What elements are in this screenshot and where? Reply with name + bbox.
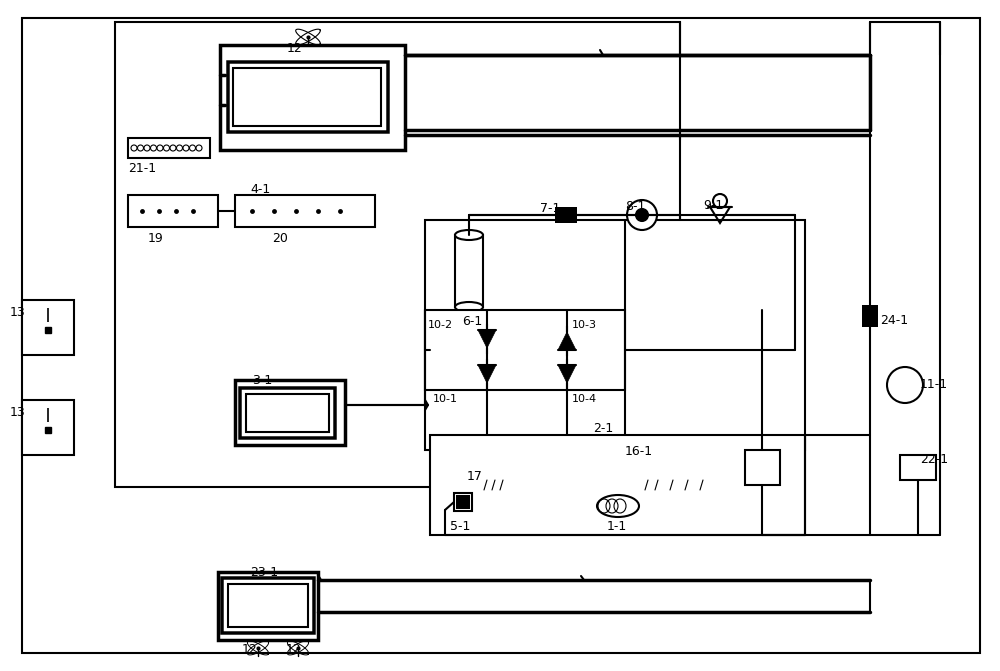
Bar (900, 455, 936, 480)
FancyBboxPatch shape (246, 394, 329, 432)
FancyBboxPatch shape (240, 388, 335, 438)
Text: 7-1: 7-1 (540, 202, 560, 215)
FancyBboxPatch shape (233, 68, 381, 126)
Circle shape (887, 367, 923, 403)
Text: 20: 20 (272, 232, 288, 245)
Bar (862, 305, 878, 327)
Text: 10-2: 10-2 (428, 320, 453, 330)
Bar (425, 310, 625, 390)
FancyBboxPatch shape (228, 584, 308, 627)
Bar (745, 450, 780, 485)
Bar (430, 435, 805, 535)
Bar (115, 22, 680, 487)
Text: 21-1: 21-1 (128, 162, 156, 175)
Text: 13: 13 (10, 406, 26, 419)
Text: 17: 17 (467, 470, 483, 483)
Bar (555, 207, 577, 223)
Polygon shape (558, 332, 576, 350)
Text: 11-1: 11-1 (920, 378, 948, 391)
Circle shape (713, 194, 727, 208)
Bar (235, 195, 375, 227)
Bar (425, 220, 805, 450)
Text: 3-1: 3-1 (252, 374, 272, 387)
Text: 12: 12 (242, 643, 258, 656)
Ellipse shape (455, 302, 483, 312)
FancyBboxPatch shape (222, 578, 314, 633)
Text: 19: 19 (148, 232, 164, 245)
Bar (456, 495, 470, 509)
Text: 5-1: 5-1 (450, 520, 470, 533)
Bar (22, 400, 74, 455)
Bar (235, 380, 345, 445)
Text: 16-1: 16-1 (625, 445, 653, 458)
Bar (455, 235, 483, 307)
Bar (220, 45, 405, 150)
Text: 10-4: 10-4 (572, 394, 597, 404)
Ellipse shape (597, 495, 639, 517)
Text: 23-1: 23-1 (250, 566, 278, 579)
Text: 4-1: 4-1 (250, 183, 270, 196)
Text: 12: 12 (286, 643, 302, 656)
Text: 2-1: 2-1 (593, 422, 613, 435)
Polygon shape (478, 365, 496, 383)
Polygon shape (558, 365, 576, 383)
Bar (454, 493, 472, 511)
Polygon shape (478, 330, 496, 348)
FancyBboxPatch shape (228, 62, 388, 132)
Circle shape (627, 200, 657, 230)
Bar (128, 195, 218, 227)
Text: 10-3: 10-3 (572, 320, 597, 330)
Text: 10-1: 10-1 (433, 394, 458, 404)
Bar (128, 138, 210, 158)
Circle shape (636, 209, 648, 221)
Bar (22, 300, 74, 355)
Ellipse shape (455, 230, 483, 240)
Text: 22-1: 22-1 (920, 453, 948, 466)
Text: 8-1: 8-1 (625, 200, 645, 213)
Text: 1-1: 1-1 (607, 520, 627, 533)
Text: 24-1: 24-1 (880, 314, 908, 327)
Text: 13: 13 (10, 306, 26, 319)
Text: 9-1: 9-1 (703, 199, 723, 212)
Text: 6-1: 6-1 (462, 315, 482, 328)
Bar (218, 572, 318, 640)
Text: 12: 12 (287, 42, 303, 55)
